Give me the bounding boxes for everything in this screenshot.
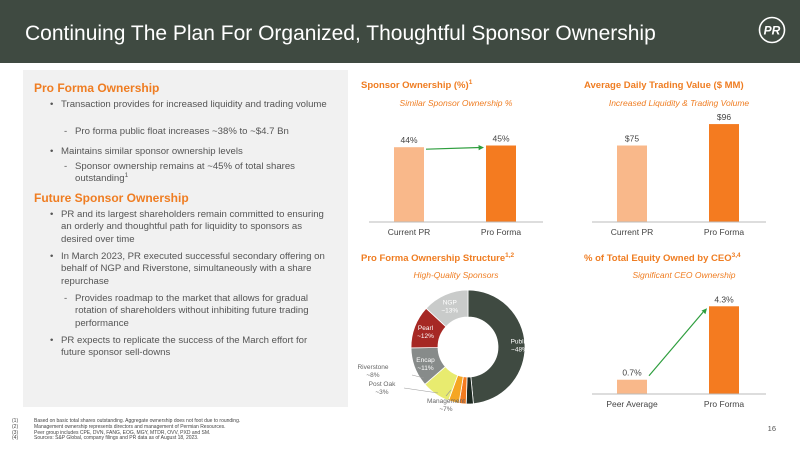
bullet-dot: • <box>50 251 54 262</box>
bar-current-pr <box>617 145 647 222</box>
bullet-march-2023: • In March 2023, PR executed successful s… <box>50 251 325 287</box>
data-label: 0.7% <box>622 368 642 378</box>
footnote-3: (3) Peer group includes CPE, DVN, FANG, E… <box>12 429 211 436</box>
adtv-subtitle: Increased Liquidity & Trading Volume <box>608 98 750 108</box>
data-label: 44% <box>400 135 417 145</box>
trend-arrow-head <box>478 145 484 151</box>
slice-name-public: Public <box>511 339 529 346</box>
category-label: Pro Forma <box>704 227 744 237</box>
slice-name-ngp: NGP <box>443 299 457 306</box>
ceo-ownership-title: % of Total Equity Owned by CEO3,4 <box>584 251 741 264</box>
leader-line-management <box>445 389 452 397</box>
header-bar: Continuing The Plan For Organized, Thoug… <box>0 0 800 63</box>
ceo-ownership-subtitle: Significant CEO Ownership <box>632 270 736 280</box>
sponsor-ownership-subtitle: Similar Sponsor Ownership % <box>399 98 513 108</box>
page-number: 16 <box>767 424 776 433</box>
adtv-chart: $75 Current PR $96 Pro Forma <box>592 112 766 237</box>
bullet-maintains-ownership: • Maintains similar sponsor ownership lev… <box>50 146 243 157</box>
data-label: $75 <box>625 134 639 144</box>
ext-name-post-oak: Post Oak <box>369 381 396 388</box>
ownership-structure-title: Pro Forma Ownership Structure1,2 <box>361 251 515 264</box>
heading-pro-forma-ownership: Pro Forma Ownership <box>34 81 160 95</box>
bullet-committed: • PR and its largest shareholders remain … <box>50 209 324 245</box>
ceo-ownership-chart: 0.7% Peer Average 4.3% Pro Forma <box>592 294 766 409</box>
heading-future-sponsor-ownership: Future Sponsor Ownership <box>34 191 189 205</box>
ext-value-management: ~7% <box>439 406 452 413</box>
leader-line-riverstone <box>411 374 425 379</box>
bullet-liquidity: • Transaction provides for increased liqu… <box>50 99 327 110</box>
data-label: $96 <box>717 112 731 122</box>
bar-pro-forma <box>709 124 739 222</box>
trend-arrow-line <box>648 311 704 377</box>
ownership-structure-subtitle: High-Quality Sponsors <box>413 270 499 280</box>
slice-value-ngp: ~13% <box>441 307 458 314</box>
sub-bullet-sponsor-ownership: - Sponsor ownership remains at ~45% of to… <box>64 161 295 185</box>
bullet-dot: • <box>50 335 54 346</box>
ext-name-riverstone: Riverstone <box>357 364 388 371</box>
bullet-dot: • <box>50 209 54 220</box>
bullet-dot: • <box>50 146 54 157</box>
trend-arrow-line <box>425 146 481 150</box>
footnote-1: (1) Based on basic total shares outstandi… <box>12 418 241 424</box>
dash-marker: - <box>64 126 68 137</box>
bullet-replicate: • PR expects to replicate the success of … <box>50 335 308 359</box>
sub-bullet-roadmap: - Provides roadmap to the market that all… <box>64 293 309 329</box>
category-label: Current PR <box>388 227 431 237</box>
adtv-title: Average Daily Trading Value ($ MM) <box>584 80 744 91</box>
ownership-structure-donut: Public~48% Encap~11% Pearl~12% NGP~13% River… <box>357 289 529 413</box>
footnote-4: (4) Sources: S&P Global, company filings … <box>12 435 199 442</box>
category-label: Pro Forma <box>704 399 744 409</box>
company-logo: PR <box>758 16 786 44</box>
footnote-2: (2) Management ownership represents direc… <box>12 423 226 430</box>
slice-name-encap: Encap <box>416 357 435 364</box>
data-label: 4.3% <box>714 294 734 304</box>
leader-line-post-oak <box>403 387 439 394</box>
sponsor-ownership-chart: 44% Current PR 45% Pro Forma <box>369 134 543 237</box>
page-title: Continuing The Plan For Organized, Thoug… <box>25 22 656 45</box>
ext-name-management: Management <box>427 398 465 405</box>
trend-arrow-head <box>701 308 707 315</box>
slice-value-public: ~48% <box>511 347 528 354</box>
category-label: Peer Average <box>606 399 658 409</box>
bar-pro-forma <box>709 306 739 394</box>
sponsor-ownership-title: Sponsor Ownership (%)1 <box>361 78 473 91</box>
slice-public <box>467 289 526 405</box>
data-label: 45% <box>492 134 509 144</box>
dash-marker: - <box>64 293 68 304</box>
footnotes: (1) Based on basic total shares outstandi… <box>12 418 241 442</box>
category-label: Current PR <box>611 227 654 237</box>
ext-value-riverstone: ~8% <box>366 372 379 379</box>
slice-value-pearl: ~12% <box>417 333 434 340</box>
bar-pro-forma <box>486 145 516 222</box>
slice-value-encap: ~11% <box>417 365 434 372</box>
bar-peer-average <box>617 379 647 394</box>
slice-ngp <box>425 289 469 328</box>
slice-name-pearl: Pearl <box>418 325 434 332</box>
dash-marker: - <box>64 161 68 172</box>
sub-bullet-public-float: - Pro forma public float increases ~38% t… <box>64 126 289 137</box>
left-text-panel: Pro Forma Ownership • Transaction provide… <box>23 70 348 407</box>
logo-text: PR <box>764 24 781 38</box>
bullet-dot: • <box>50 99 54 110</box>
ext-value-post-oak: ~3% <box>375 389 388 396</box>
bar-current-pr <box>394 147 424 222</box>
category-label: Pro Forma <box>481 227 521 237</box>
